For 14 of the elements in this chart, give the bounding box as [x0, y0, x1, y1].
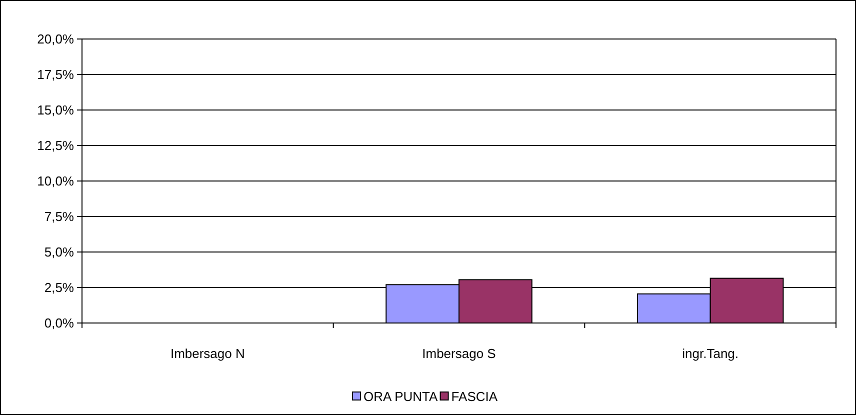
x-tick-label: ingr.Tang.: [682, 346, 739, 361]
y-tick-label: 0,0%: [44, 316, 74, 331]
x-tick-label: Imbersago S: [422, 346, 496, 361]
y-tick-label: 10,0%: [37, 174, 74, 189]
y-tick-label: 5,0%: [44, 244, 74, 260]
legend-label: ORA PUNTA: [364, 389, 438, 404]
y-tick-label: 7,5%: [44, 209, 74, 224]
y-tick-label: 12,5%: [37, 138, 74, 154]
y-tick-label: 20,0%: [37, 32, 74, 47]
y-tick-label: 2,5%: [44, 280, 74, 296]
y-tick-label: 15,0%: [37, 102, 74, 118]
x-tick-label: Imbersago N: [170, 346, 245, 361]
y-tick-label: 17,5%: [37, 67, 74, 82]
legend-label: FASCIA: [451, 389, 498, 404]
